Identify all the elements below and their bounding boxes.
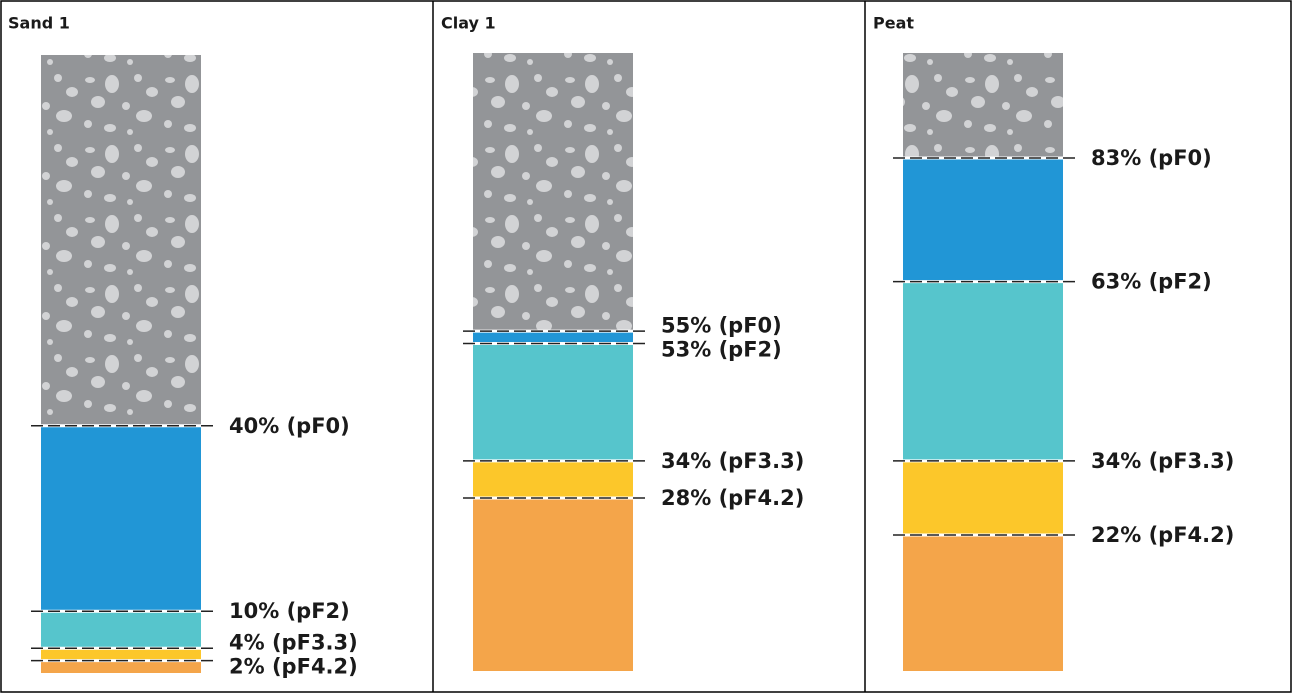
level-label: 34% (pF3.3) xyxy=(1091,449,1234,473)
air-segment xyxy=(41,55,201,426)
water-segment xyxy=(41,426,201,611)
air-segment xyxy=(473,53,633,331)
level-label: 55% (pF0) xyxy=(661,313,782,337)
panel-title: Clay 1 xyxy=(441,14,496,33)
level-label: 10% (pF2) xyxy=(229,599,350,623)
water-segment xyxy=(473,331,633,343)
level-label: 40% (pF0) xyxy=(229,414,350,438)
water-segment xyxy=(903,282,1063,461)
level-label: 34% (pF3.3) xyxy=(661,449,804,473)
water-segment xyxy=(41,648,201,660)
panel-title: Sand 1 xyxy=(8,14,70,33)
water-segment xyxy=(903,461,1063,535)
water-segment xyxy=(41,611,201,648)
water-segment xyxy=(473,498,633,671)
level-label: 83% (pF0) xyxy=(1091,146,1212,170)
water-segment xyxy=(903,535,1063,671)
water-segment xyxy=(473,461,633,498)
level-label: 63% (pF2) xyxy=(1091,270,1212,294)
level-label: 2% (pF4.2) xyxy=(229,654,358,678)
level-label: 4% (pF3.3) xyxy=(229,630,358,654)
level-label: 28% (pF4.2) xyxy=(661,486,804,510)
level-label: 22% (pF4.2) xyxy=(1091,523,1234,547)
water-segment xyxy=(903,158,1063,282)
air-segment xyxy=(903,53,1063,158)
water-segment xyxy=(41,661,201,673)
level-label: 53% (pF2) xyxy=(661,337,782,361)
soil-diagram: Sand 1 40% (pF0) 10% (pF2) 4% (pF3.3)2% (pF… xyxy=(0,0,1292,693)
water-segment xyxy=(473,343,633,460)
panel-title: Peat xyxy=(873,14,914,33)
